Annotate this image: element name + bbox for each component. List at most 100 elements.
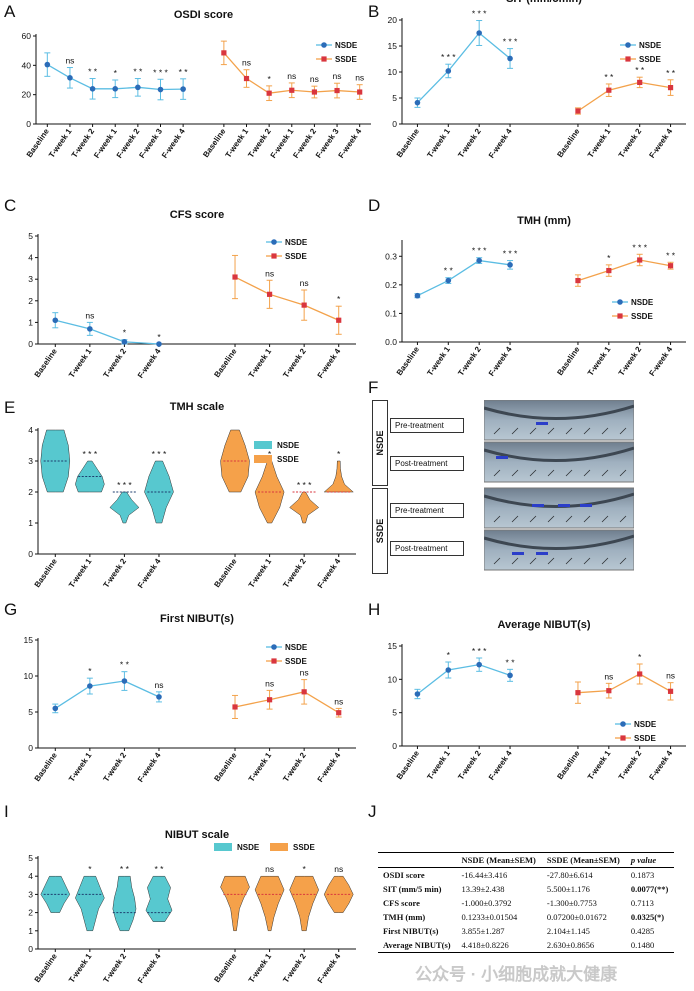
- y-tick-label: 5: [392, 708, 397, 718]
- eyelid-margin: [484, 534, 634, 551]
- eye-photographs: [484, 400, 634, 571]
- x-tick-label: T-week 2: [102, 952, 129, 985]
- label-pre-treatment: Pre-treatment: [390, 503, 464, 518]
- table-header-cell: p value: [625, 852, 674, 868]
- x-tick-label: T-week 1: [425, 345, 452, 378]
- significance-label: *: [157, 332, 161, 342]
- series-line-ssde: [577, 259, 671, 282]
- data-point: [87, 683, 93, 689]
- panel-letter-d: D: [368, 196, 381, 215]
- x-tick-label: F-week 4: [316, 557, 343, 590]
- significance-label: *: [447, 650, 451, 660]
- significance-label: * *: [179, 67, 189, 77]
- x-tick-label: T-week 1: [425, 749, 452, 782]
- y-tick-label: 0.2: [385, 280, 397, 290]
- data-point: [301, 302, 307, 308]
- data-point: [667, 263, 674, 269]
- panel-letter-b: B: [368, 2, 380, 21]
- data-point: [311, 89, 318, 95]
- table-cell: 0.1873: [630, 870, 655, 880]
- table-cell: 0.1233±0.01504: [461, 912, 518, 922]
- data-point: [221, 50, 227, 56]
- table-header-cell: [378, 852, 457, 868]
- data-point: [637, 79, 643, 85]
- panel-letter-f: F: [368, 378, 379, 397]
- legend-marker: [620, 721, 626, 727]
- table-cell: -1.000±0.3792: [461, 898, 512, 908]
- table-cell: 0.0325(*): [630, 912, 665, 922]
- eyelash: [511, 427, 519, 435]
- eyelash: [601, 469, 609, 477]
- table-cell: 0.1480: [625, 938, 674, 953]
- x-tick-label: F-week 4: [647, 127, 674, 160]
- violin: [323, 460, 354, 493]
- x-tick-label: F-week 4: [316, 347, 343, 380]
- chart-title: First NIBUT(s): [160, 613, 234, 625]
- eyelash: [529, 427, 537, 435]
- data-point: [289, 87, 295, 93]
- chart-title: Average NIBUT(s): [497, 619, 590, 631]
- significance-label: ns: [334, 864, 343, 874]
- significance-label: *: [88, 864, 92, 874]
- significance-label: ns: [300, 668, 309, 678]
- x-tick-label: T-week 1: [67, 751, 94, 784]
- table-cell: First NIBUT(s): [383, 926, 439, 936]
- violin: [289, 875, 319, 932]
- significance-label: * * *: [153, 67, 168, 77]
- eyelash: [601, 557, 609, 565]
- significance-label: ns: [242, 58, 251, 68]
- x-tick-label: F-week 4: [136, 557, 163, 590]
- chart-title: NIBUT scale: [165, 829, 229, 841]
- data-point: [606, 87, 612, 93]
- data-point: [232, 274, 238, 280]
- x-tick-label: Baseline: [33, 952, 60, 985]
- tmh-measurement-marker: [496, 456, 508, 459]
- legend-label: SSDE: [634, 734, 656, 743]
- x-tick-label: Baseline: [212, 751, 239, 784]
- eyelash: [619, 515, 627, 523]
- significance-label: *: [88, 666, 92, 676]
- data-point: [476, 257, 482, 264]
- eyelash: [493, 515, 501, 523]
- chart-title: TMH scale: [170, 401, 224, 413]
- significance-label: * *: [88, 67, 98, 77]
- tmh-measurement-marker: [580, 504, 592, 507]
- significance-label: * *: [506, 657, 516, 667]
- x-tick-label: T-week 2: [102, 751, 129, 784]
- data-point: [89, 86, 96, 92]
- legend-swatch: [254, 455, 272, 463]
- y-tick-label: 0: [28, 339, 33, 349]
- data-point: [414, 99, 421, 106]
- data-point: [67, 75, 73, 81]
- x-tick-label: F-week 4: [136, 347, 163, 380]
- series-line-ssde: [577, 673, 671, 694]
- eyelash: [547, 427, 555, 435]
- significance-label: * *: [635, 65, 645, 75]
- x-tick-label: Baseline: [212, 952, 239, 985]
- table-header-cell: SSDE (Mean±SEM): [541, 852, 626, 868]
- group-label-ssde: SSDE: [372, 488, 388, 574]
- data-point: [575, 277, 581, 284]
- eyelash: [565, 427, 573, 435]
- legend-label: NSDE: [335, 41, 358, 50]
- x-tick-label: T-week 1: [586, 749, 613, 782]
- table-cell: SIT (mm/5 min): [383, 884, 442, 894]
- legend-marker: [271, 644, 277, 650]
- tmh-measurement-marker: [532, 504, 544, 507]
- table-cell: -16.44±3.416: [461, 870, 508, 880]
- x-tick-label: T-week 2: [281, 751, 308, 784]
- significance-label: *: [337, 294, 341, 304]
- significance-label: ns: [265, 864, 274, 874]
- y-tick-label: 3: [28, 456, 33, 466]
- significance-label: *: [123, 328, 127, 338]
- legend-label: SSDE: [285, 657, 307, 666]
- table-cell: 0.4285: [630, 926, 655, 936]
- legend-swatch: [254, 441, 272, 449]
- significance-label: ns: [310, 74, 319, 84]
- violin: [254, 875, 285, 932]
- chart-first-nibut: First NIBUT(s) 0 5 10 15 Baseline T-week 1 T-we…: [24, 613, 356, 784]
- legend-marker: [321, 42, 327, 48]
- table-cell: 4.418±0.8226: [456, 938, 542, 953]
- data-point: [52, 705, 59, 712]
